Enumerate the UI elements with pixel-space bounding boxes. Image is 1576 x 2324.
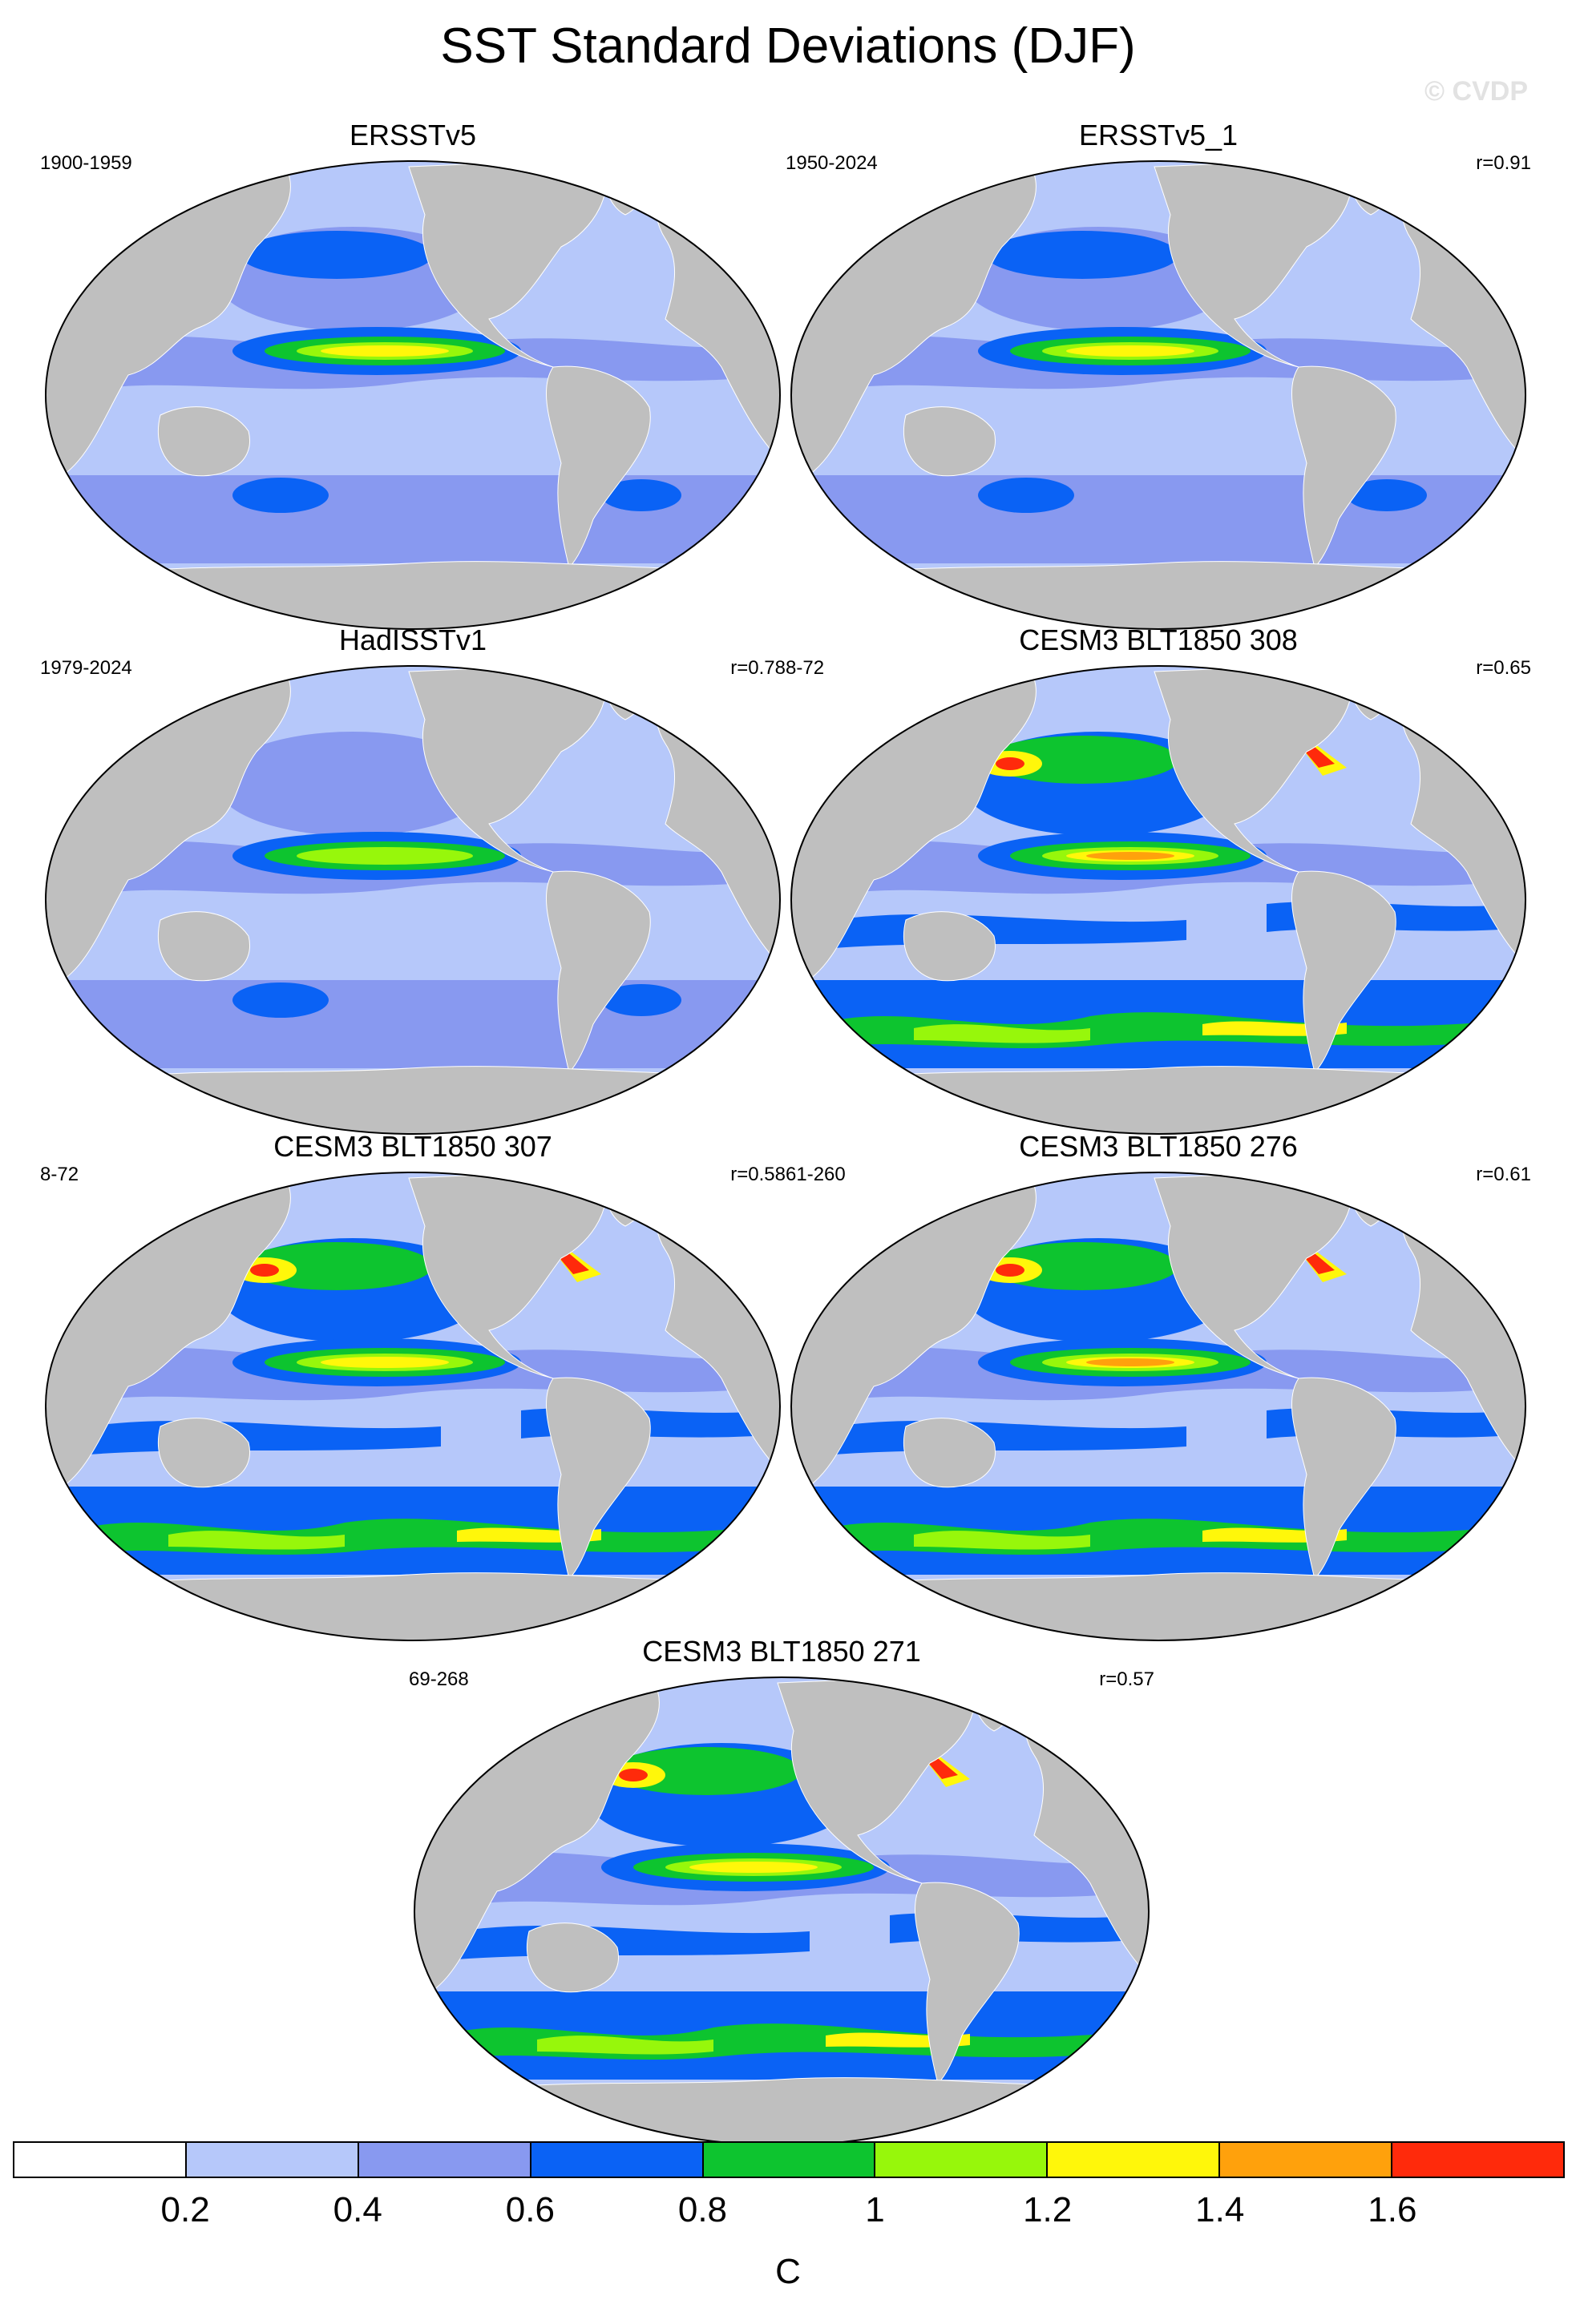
colorbar-segment	[1392, 2143, 1564, 2177]
colorbar-segment	[531, 2143, 704, 2177]
map-panel: CESM3 BLT1850 271 69-268 r=0.57	[409, 1635, 1154, 2148]
panel-title: CESM3 BLT1850 276	[1019, 1130, 1298, 1163]
map-panel: HadISSTv1 1979-2024 r=0.78	[40, 623, 786, 1136]
colorbar-tick-label: 0.8	[677, 2190, 728, 2229]
colorbar-unit: C	[775, 2252, 801, 2291]
world-map	[45, 665, 781, 1135]
colorbar-segment	[875, 2143, 1049, 2177]
panel-correlation: r=0.58	[730, 1164, 786, 1185]
world-map	[414, 1676, 1150, 2146]
panel-title: CESM3 BLT1850 271	[642, 1635, 921, 1668]
panel-period: 8-72	[40, 1164, 79, 1185]
panel-period: 1900-1959	[40, 152, 132, 174]
colorbar-segment	[1048, 2143, 1221, 2177]
watermark: © CVDP	[1424, 76, 1528, 107]
map-panel: ERSSTv5 1900-1959	[40, 119, 786, 631]
map-panel: ERSSTv5_1 1950-2024 r=0.91	[786, 119, 1531, 631]
panel-correlation: r=0.91	[1476, 152, 1531, 174]
panel-period: 61-260	[786, 1164, 846, 1185]
panel-period: 1950-2024	[786, 152, 878, 174]
map-panel: CESM3 BLT1850 276 61-260 r=0.61	[786, 1130, 1531, 1643]
colorbar-tick-label: 0.6	[505, 2190, 555, 2229]
world-map	[45, 160, 781, 630]
colorbar-segment	[1220, 2143, 1393, 2177]
panel-title: ERSSTv5_1	[1078, 119, 1239, 151]
figure-title: SST Standard Deviations (DJF)	[440, 18, 1136, 74]
colorbar-segment	[358, 2143, 531, 2177]
world-map	[45, 1172, 781, 1641]
panel-period: 8-72	[786, 657, 825, 679]
panel-title: ERSSTv5	[349, 119, 477, 151]
world-map	[790, 665, 1526, 1135]
panel-correlation: r=0.57	[1099, 1668, 1154, 1690]
panel-correlation: r=0.61	[1476, 1164, 1531, 1185]
colorbar-tick-label: 1.4	[1195, 2190, 1245, 2229]
colorbar	[13, 2141, 1565, 2178]
panel-period: 1979-2024	[40, 657, 132, 679]
colorbar-tick-label: 1	[865, 2190, 885, 2229]
colorbar-tick-label: 1.2	[1023, 2190, 1073, 2229]
panel-title: CESM3 BLT1850 308	[1019, 623, 1298, 656]
colorbar-segment	[186, 2143, 359, 2177]
panel-title: HadISSTv1	[338, 623, 487, 656]
colorbar-tick-label: 0.4	[333, 2190, 382, 2229]
colorbar-segment	[14, 2143, 187, 2177]
map-panel: CESM3 BLT1850 307 8-72 r=0.58	[40, 1130, 786, 1643]
panel-correlation: r=0.65	[1476, 657, 1531, 679]
panel-period: 69-268	[409, 1668, 469, 1690]
panel-correlation: r=0.78	[730, 657, 786, 679]
colorbar-tick-label: 0.2	[160, 2190, 210, 2229]
colorbar-tick-label: 1.6	[1368, 2190, 1417, 2229]
colorbar-segment	[703, 2143, 876, 2177]
panel-title: CESM3 BLT1850 307	[273, 1130, 552, 1163]
map-panel: CESM3 BLT1850 308 8-72 r=0.65	[786, 623, 1531, 1136]
world-map	[790, 1172, 1526, 1641]
world-map	[790, 160, 1526, 630]
